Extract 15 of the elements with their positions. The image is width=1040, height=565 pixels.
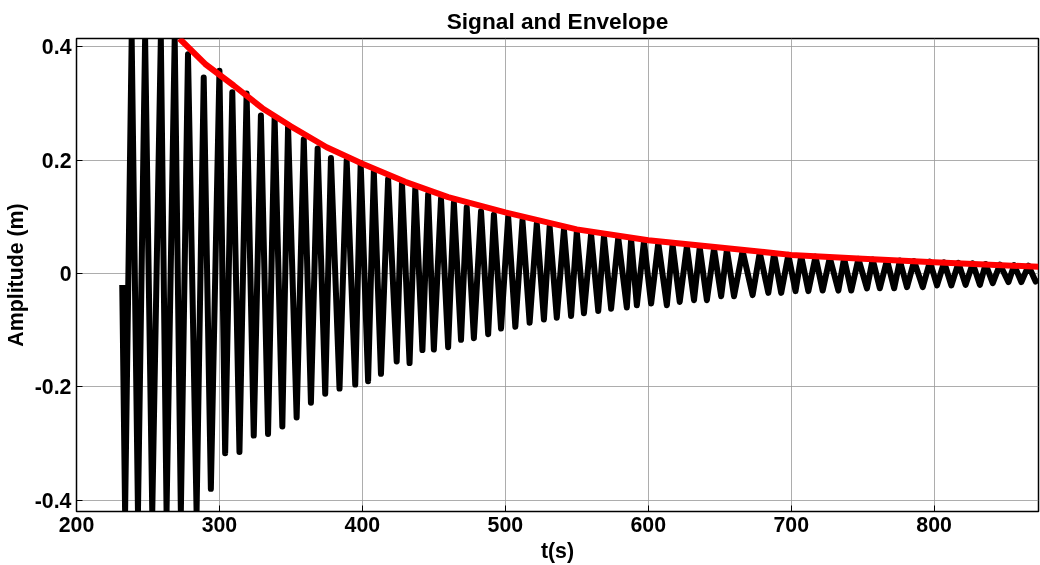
y-axis-title: Amplitude (m) <box>3 203 28 347</box>
x-tick-label: 600 <box>630 512 667 537</box>
x-tick-label: 800 <box>916 512 952 537</box>
chart-title: Signal and Envelope <box>446 7 669 34</box>
x-tick-label: 700 <box>773 512 810 537</box>
x-tick-label: 300 <box>201 512 238 537</box>
x-axis-title: t(s) <box>540 538 575 563</box>
y-tick-label: 0 <box>59 262 72 287</box>
x-tick-label: 400 <box>344 512 381 537</box>
y-tick-label: 0.2 <box>41 148 72 173</box>
x-tick-label: 500 <box>487 512 524 537</box>
x-tick-label: 200 <box>58 512 95 537</box>
y-tick-label: -0.2 <box>34 375 72 400</box>
y-tick-label: -0.4 <box>34 488 72 513</box>
y-tick-label: 0.4 <box>41 35 72 60</box>
